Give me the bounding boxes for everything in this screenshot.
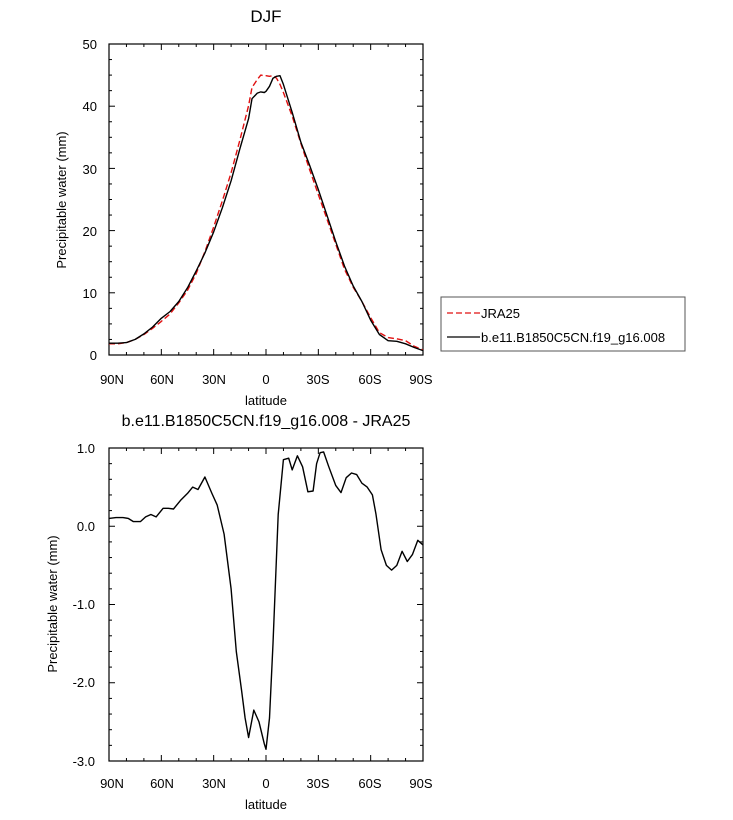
bottom-ticks xyxy=(108,447,424,762)
bottom-x-tick-label: 30S xyxy=(306,776,329,791)
top-x-tick-label: 30S xyxy=(306,372,329,387)
top-x-tick-label: 60S xyxy=(358,372,381,387)
bottom-x-tick-label: 90N xyxy=(100,776,124,791)
top-y-tick-label: 10 xyxy=(83,286,97,301)
top-y-tick-label: 0 xyxy=(90,348,97,363)
legend-label-jra25: JRA25 xyxy=(481,306,520,321)
bottom-y-tick-label: -1.0 xyxy=(73,597,95,612)
top-y-tick-label: 50 xyxy=(83,37,97,52)
bottom-plot-frame xyxy=(108,447,424,762)
top-y-tick-label: 30 xyxy=(83,162,97,177)
top-y-tick-label: 20 xyxy=(83,224,97,239)
top-x-tick-label: 90N xyxy=(100,372,124,387)
bottom-y-axis-label: Precipitable water (mm) xyxy=(45,535,60,672)
top-series-line-0 xyxy=(109,74,424,351)
top-gridless-ticks xyxy=(108,43,424,356)
bottom-title: b.e11.B1850C5CN.f19_g16.008 - JRA25 xyxy=(122,413,411,430)
bottom-y-tick-label: -3.0 xyxy=(73,754,95,769)
top-x-tick-label: 60N xyxy=(150,372,174,387)
bottom-y-tick-labels: 1.0 0.0 -1.0 -2.0 -3.0 xyxy=(73,441,95,769)
top-x-tick-label: 0 xyxy=(262,372,269,387)
top-x-tick-label: 30N xyxy=(202,372,226,387)
top-series-line-1 xyxy=(109,75,424,352)
top-x-axis-label: latitude xyxy=(245,393,287,408)
bottom-x-tick-label: 60N xyxy=(150,776,174,791)
bottom-x-tick-label: 90S xyxy=(409,776,432,791)
bottom-x-axis-label: latitude xyxy=(245,797,287,812)
bottom-x-tick-label: 0 xyxy=(262,776,269,791)
legend-label-model: b.e11.B1850C5CN.f19_g16.008 xyxy=(481,330,665,345)
top-title: DJF xyxy=(250,7,281,26)
top-x-tick-label: 90S xyxy=(409,372,432,387)
top-series-lines xyxy=(109,74,424,352)
top-y-axis-label: Precipitable water (mm) xyxy=(54,131,69,268)
top-y-tick-labels: 50 40 30 20 10 0 xyxy=(83,37,97,363)
top-y-tick-label: 40 xyxy=(83,99,97,114)
top-x-tick-labels: 90N 60N 30N 0 30S 60S 90S xyxy=(100,372,433,387)
top-legend: JRA25 b.e11.B1850C5CN.f19_g16.008 xyxy=(440,296,686,352)
bottom-x-tick-label: 60S xyxy=(358,776,381,791)
top-panel: DJF 50 40 30 20 10 0 90N 60N 30N 0 30S 6… xyxy=(54,7,686,408)
bottom-x-tick-labels: 90N 60N 30N 0 30S 60S 90S xyxy=(100,776,433,791)
bottom-panel: b.e11.B1850C5CN.f19_g16.008 - JRA25 1.0 … xyxy=(45,413,433,812)
bottom-x-tick-label: 30N xyxy=(202,776,226,791)
bottom-y-tick-label: -2.0 xyxy=(73,675,95,690)
bottom-y-tick-label: 0.0 xyxy=(77,519,95,534)
bottom-series-lines xyxy=(108,451,424,750)
bottom-series-line-0 xyxy=(108,451,424,750)
legend-box xyxy=(440,296,686,352)
bottom-y-tick-label: 1.0 xyxy=(77,441,95,456)
